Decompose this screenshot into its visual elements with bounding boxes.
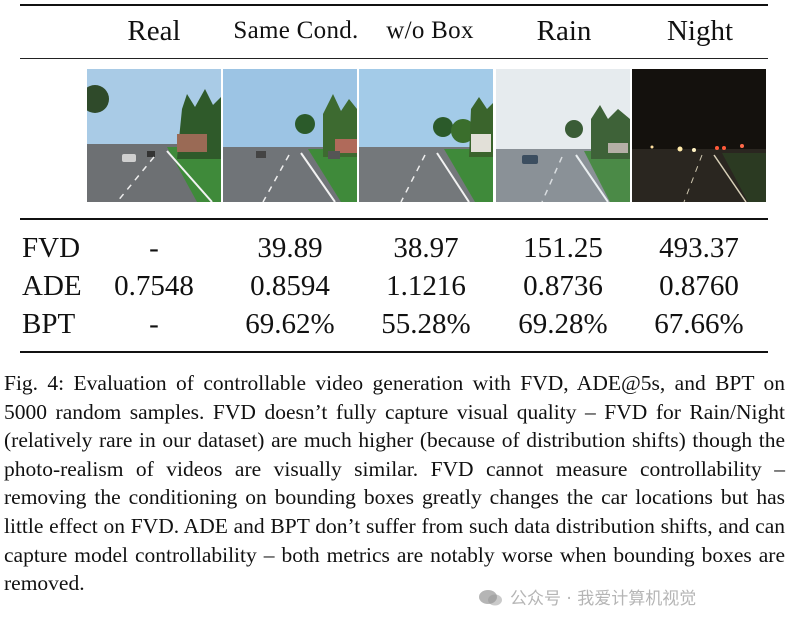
cell-ade-night: 0.8760 xyxy=(659,270,739,302)
night-frame-image xyxy=(632,69,766,202)
column-header-night: Night xyxy=(666,15,734,47)
column-header-without-box: w/o Box xyxy=(386,17,474,44)
cell-bpt-real: - xyxy=(149,308,159,340)
same-cond-frame-image xyxy=(223,69,357,202)
watermark: 公众号 · 我爱计算机视觉 xyxy=(478,584,696,609)
table-mid-rule xyxy=(20,218,768,220)
cell-fvd-without-box: 38.97 xyxy=(393,232,459,264)
cell-bpt-same-cond: 69.62% xyxy=(245,308,335,340)
cell-ade-real: 0.7548 xyxy=(114,270,194,302)
header-rule xyxy=(20,58,768,59)
real-frame-image xyxy=(87,69,221,202)
row-label-bpt: BPT xyxy=(22,308,76,340)
rain-frame-image xyxy=(496,69,630,202)
cell-fvd-rain: 151.25 xyxy=(523,232,603,264)
wechat-icon xyxy=(479,590,502,606)
column-header-same-cond: Same Cond. xyxy=(233,17,359,44)
watermark-text: 公众号 · 我爱计算机视觉 xyxy=(510,589,697,609)
row-label-fvd: FVD xyxy=(22,232,81,264)
column-header-rain: Rain xyxy=(536,15,592,47)
caption-text: Fig. 4: Evaluation of controllable video… xyxy=(4,371,785,596)
cell-bpt-rain: 69.28% xyxy=(518,308,608,340)
table-bottom-rule xyxy=(20,351,768,353)
row-label-ade: ADE xyxy=(22,270,82,302)
cell-bpt-without-box: 55.28% xyxy=(381,308,471,340)
cell-ade-same-cond: 0.8594 xyxy=(250,270,330,302)
cell-ade-rain: 0.8736 xyxy=(523,270,603,302)
cell-bpt-night: 67.66% xyxy=(654,308,744,340)
cell-fvd-night: 493.37 xyxy=(659,232,739,264)
cell-fvd-same-cond: 39.89 xyxy=(257,232,323,264)
column-header-real: Real xyxy=(127,15,181,47)
figure-caption: Fig. 4: Evaluation of controllable video… xyxy=(4,369,785,598)
cell-ade-without-box: 1.1216 xyxy=(386,270,466,302)
cell-fvd-real: - xyxy=(149,232,159,264)
table-top-rule xyxy=(20,4,768,6)
without-box-frame-image xyxy=(359,69,493,202)
